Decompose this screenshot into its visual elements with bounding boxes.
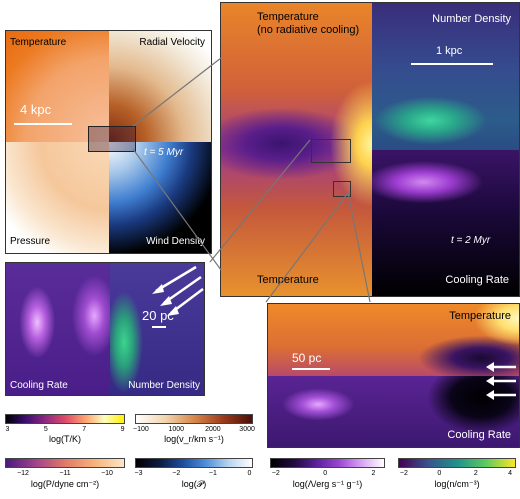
colorbar-wind-density — [135, 458, 253, 468]
colorbar-cooling-rate — [270, 458, 385, 468]
label-number-density: Number Density — [432, 13, 511, 25]
top-left-panel: Temperature Radial Velocity 4 kpc t = 5 … — [5, 30, 212, 254]
label-cooling-rate-zoom: Cooling Rate — [10, 380, 68, 391]
colorbar-velocity — [135, 414, 253, 424]
temperature-zoom-half — [268, 304, 519, 376]
cooling-rate-zoom-bottom — [268, 376, 519, 447]
label-wind-density: Wind Density — [146, 236, 205, 247]
label-pressure: Pressure — [10, 236, 51, 247]
cooling-rate-quadrant — [372, 150, 519, 296]
bottom-right-panel: Temperature 50 pc Cooling Rate — [267, 303, 520, 448]
colorbar-number-density-title: log(n/cm⁻³) — [434, 479, 480, 489]
label-temperature: Temperature — [10, 37, 67, 48]
pressure-quadrant — [6, 142, 109, 253]
number-density-quadrant — [372, 3, 519, 150]
top-right-panel: Temperature (no radiative cooling) Numbe… — [220, 2, 520, 297]
label-temperature-zoom: Temperature — [449, 310, 511, 322]
colorbar-temperature — [5, 414, 125, 424]
zoom-box-upper — [311, 139, 351, 163]
colorbar-number-density — [398, 458, 516, 468]
label-radial-velocity: Radial Velocity — [139, 37, 205, 48]
scale-label-20pc: 20 pc — [142, 308, 174, 323]
label-no-cooling: (no radiative cooling) — [257, 24, 360, 36]
label-cooling-rate: Cooling Rate — [445, 273, 509, 286]
colorbar-velocity-title: log(v_r/km s⁻¹) — [164, 434, 224, 444]
scale-label-4kpc: 4 kpc — [20, 102, 52, 117]
colorbar-cooling-rate-title: log(Λ/erg s⁻¹ g⁻¹) — [292, 479, 363, 489]
time-label-2myr: t = 2 Myr — [451, 235, 491, 246]
colorbar-temperature-title: log(T/K) — [48, 434, 81, 444]
time-label: t = 5 Myr — [144, 147, 184, 158]
zoom-box-lower — [333, 181, 351, 197]
scale-label-1kpc: 1 kpc — [436, 45, 463, 57]
label-temperature-top: Temperature — [257, 11, 319, 23]
scale-label-50pc: 50 pc — [292, 351, 322, 365]
label-number-density-zoom: Number Density — [128, 380, 200, 391]
number-density-zoom-half — [110, 263, 204, 395]
mid-left-panel: 20 pc Cooling Rate Number Density — [5, 262, 205, 396]
label-temperature-bottom: Temperature — [257, 273, 319, 286]
scale-bar-20pc — [152, 326, 166, 328]
colorbar-wind-density-title: log(𝒫) — [181, 479, 207, 489]
scale-bar-1kpc — [411, 63, 493, 65]
colorbar-pressure-title: log(P/dyne cm⁻²) — [30, 479, 100, 489]
label-cooling-rate-bottom: Cooling Rate — [447, 428, 511, 441]
cooling-rate-zoom-half — [6, 263, 110, 395]
colorbar-pressure — [5, 458, 125, 468]
scale-bar-50pc — [292, 368, 330, 370]
zoom-box-top-left — [88, 126, 136, 152]
scale-bar-4kpc — [14, 123, 72, 125]
